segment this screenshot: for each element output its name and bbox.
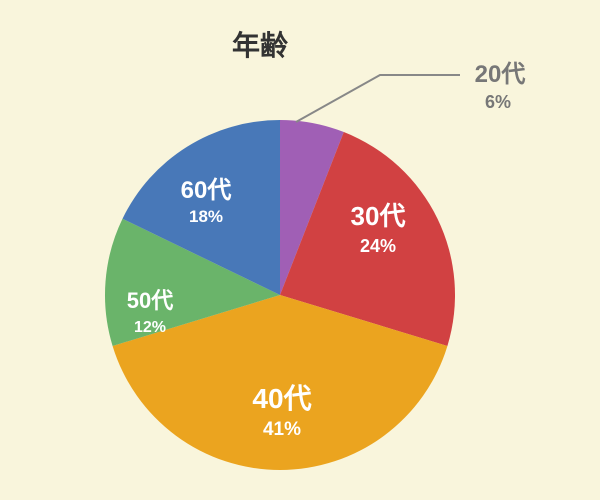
- pie-chart: 年齢 20代 6% 30代 24% 40代 41% 50代 12% 60代 18%: [0, 0, 600, 500]
- slice-label: 30代: [351, 201, 406, 231]
- slice-percent: 41%: [263, 419, 301, 440]
- chart-container: 年齢 20代 6% 30代 24% 40代 41% 50代 12% 60代 18%: [0, 0, 600, 500]
- slice-label: 40代: [252, 383, 311, 414]
- slice-percent: 18%: [189, 207, 223, 226]
- slice-percent: 24%: [360, 236, 396, 256]
- chart-title: 年齢: [232, 29, 288, 61]
- slice-label: 20代: [475, 61, 526, 88]
- slice-label: 50代: [127, 288, 173, 313]
- slice-percent: 6%: [485, 92, 511, 112]
- slice-label: 60代: [181, 177, 232, 204]
- slice-percent: 12%: [134, 319, 166, 336]
